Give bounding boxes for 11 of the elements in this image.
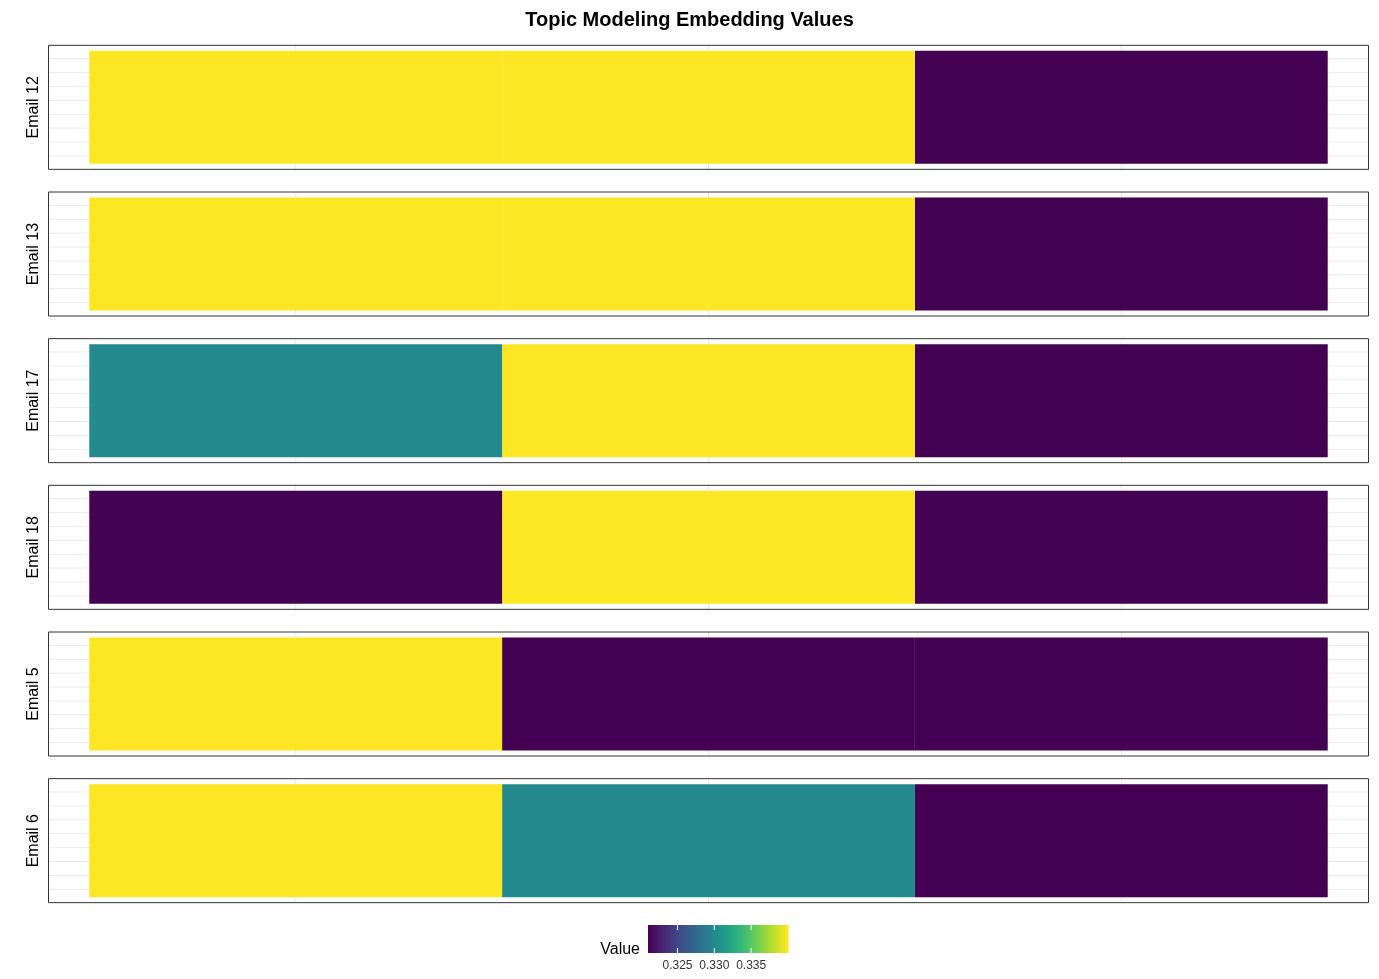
color-bar-title: Value [600, 940, 641, 958]
y-tick-label: Email 6 [24, 813, 42, 868]
y-tick-label: Email 5 [24, 667, 42, 721]
y-tick-label: Email 12 [24, 76, 42, 139]
color-bar-label: 0.335 [736, 958, 767, 973]
color-bar-label: 0.330 [699, 958, 730, 973]
y-tick-label: Email 18 [24, 516, 42, 579]
color-bar-label: 0.325 [662, 958, 693, 973]
y-tick-label: Email 13 [24, 222, 42, 286]
chart-title: Topic Modeling Embedding Values [524, 7, 855, 32]
y-tick-label: Email 17 [24, 369, 42, 432]
